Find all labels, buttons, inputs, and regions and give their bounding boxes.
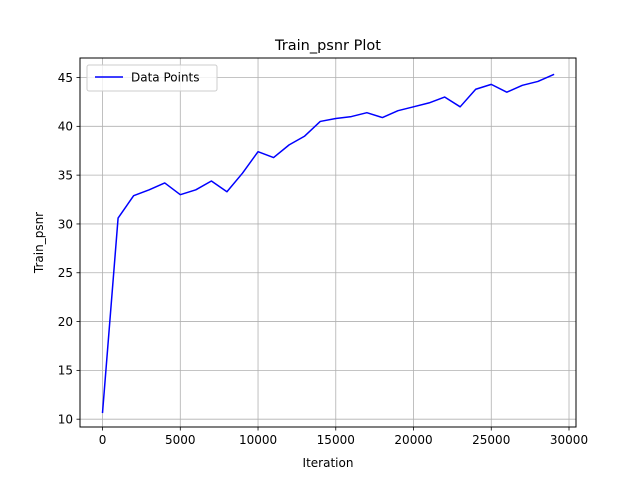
x-tick-label: 20000 <box>394 433 432 447</box>
plot-frame <box>79 57 577 428</box>
chart-title: Train_psnr Plot <box>274 38 381 54</box>
y-axis-ticks: 10 15 20 25 30 35 40 45 <box>58 71 80 426</box>
y-tick-label: 45 <box>58 71 73 85</box>
legend: Data Points <box>86 64 218 92</box>
legend-box <box>86 64 218 92</box>
y-tick-label: 25 <box>58 266 73 280</box>
y-tick-label: 35 <box>58 168 73 182</box>
x-tick-label: 5000 <box>165 433 196 447</box>
y-tick-label: 20 <box>58 315 73 329</box>
x-tick-label: 25000 <box>472 433 510 447</box>
x-tick-label: 0 <box>99 433 107 447</box>
series-lines <box>101 73 555 414</box>
y-tick-label: 30 <box>58 217 73 231</box>
grid-lines <box>80 58 576 427</box>
x-tick-label: 10000 <box>239 433 277 447</box>
x-axis-ticks: 0 5000 10000 15000 20000 25000 30000 <box>99 427 588 447</box>
legend-label: Data Points <box>131 71 200 85</box>
y-axis-label: Train_psnr <box>32 212 46 274</box>
y-tick-label: 40 <box>58 120 73 134</box>
x-tick-label: 15000 <box>317 433 355 447</box>
x-axis-label: Iteration <box>303 456 354 470</box>
series-line <box>101 73 555 414</box>
y-tick-label: 15 <box>58 364 73 378</box>
y-tick-label: 10 <box>58 412 73 426</box>
x-tick-label: 30000 <box>550 433 588 447</box>
